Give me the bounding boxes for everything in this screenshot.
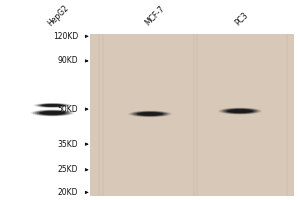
Ellipse shape bbox=[227, 109, 253, 113]
Ellipse shape bbox=[34, 110, 70, 116]
Ellipse shape bbox=[226, 109, 254, 113]
Ellipse shape bbox=[132, 111, 168, 117]
Ellipse shape bbox=[47, 105, 58, 106]
Ellipse shape bbox=[234, 110, 246, 112]
Ellipse shape bbox=[40, 111, 64, 115]
Ellipse shape bbox=[42, 104, 63, 107]
Ellipse shape bbox=[134, 112, 166, 116]
Ellipse shape bbox=[236, 110, 244, 112]
Ellipse shape bbox=[146, 113, 154, 115]
Ellipse shape bbox=[144, 113, 156, 115]
Ellipse shape bbox=[46, 112, 58, 114]
Ellipse shape bbox=[46, 105, 59, 106]
Ellipse shape bbox=[130, 111, 170, 117]
Text: 120KD: 120KD bbox=[53, 32, 78, 41]
Ellipse shape bbox=[51, 105, 54, 106]
Text: HepG2: HepG2 bbox=[46, 3, 71, 28]
Ellipse shape bbox=[38, 104, 67, 107]
Ellipse shape bbox=[222, 108, 258, 114]
Text: 50KD: 50KD bbox=[57, 105, 78, 114]
Ellipse shape bbox=[43, 111, 62, 115]
Ellipse shape bbox=[38, 111, 67, 115]
Ellipse shape bbox=[140, 112, 160, 115]
Text: PC3: PC3 bbox=[234, 11, 250, 28]
Text: 25KD: 25KD bbox=[58, 165, 78, 174]
Ellipse shape bbox=[228, 109, 252, 113]
Ellipse shape bbox=[39, 111, 66, 115]
Ellipse shape bbox=[41, 104, 64, 107]
Text: 20KD: 20KD bbox=[58, 188, 78, 197]
Ellipse shape bbox=[128, 111, 172, 117]
Ellipse shape bbox=[40, 104, 65, 107]
FancyBboxPatch shape bbox=[90, 34, 294, 196]
Ellipse shape bbox=[137, 112, 163, 116]
Ellipse shape bbox=[49, 112, 56, 114]
Ellipse shape bbox=[136, 112, 164, 116]
Ellipse shape bbox=[37, 110, 68, 115]
Ellipse shape bbox=[44, 112, 61, 114]
Ellipse shape bbox=[44, 104, 61, 107]
Ellipse shape bbox=[31, 109, 74, 116]
Ellipse shape bbox=[218, 108, 262, 115]
Text: 35KD: 35KD bbox=[57, 140, 78, 149]
Ellipse shape bbox=[220, 108, 260, 114]
Ellipse shape bbox=[32, 110, 73, 116]
Ellipse shape bbox=[138, 112, 162, 116]
Ellipse shape bbox=[35, 103, 70, 108]
Ellipse shape bbox=[224, 109, 256, 114]
Ellipse shape bbox=[33, 103, 72, 108]
Text: 90KD: 90KD bbox=[57, 56, 78, 65]
Ellipse shape bbox=[232, 110, 248, 112]
Ellipse shape bbox=[142, 113, 158, 115]
Ellipse shape bbox=[49, 105, 56, 106]
Ellipse shape bbox=[37, 103, 68, 107]
Text: MCF-7: MCF-7 bbox=[144, 5, 167, 28]
Ellipse shape bbox=[230, 109, 250, 113]
